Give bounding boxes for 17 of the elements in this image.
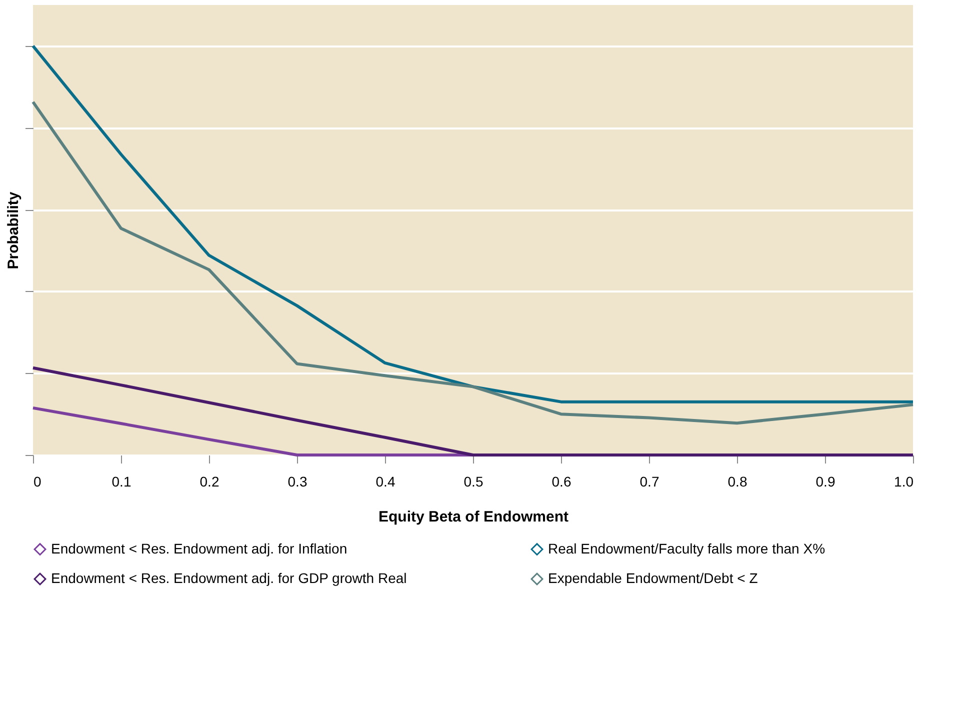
x-tick-label: 0.1	[112, 474, 132, 490]
x-tick-label: 0.3	[288, 474, 308, 490]
x-tick-label: 0.8	[728, 474, 748, 490]
x-axis-title: Equity Beta of Endowment	[378, 508, 569, 526]
y-axis-title: Probability	[5, 191, 22, 270]
x-tick-label: 0.2	[200, 474, 220, 490]
legend-label: Expendable Endowment/Debt < Z	[548, 570, 758, 586]
x-tick-label: 0.6	[552, 474, 572, 490]
legend-label: Endowment < Res. Endowment adj. for Inflation	[51, 540, 348, 556]
x-tick-label: 0.5	[464, 474, 484, 490]
x-tick-label: 0	[34, 474, 42, 490]
x-tick-label: 0.4	[376, 474, 396, 490]
legend-label: Real Endowment/Faculty falls more than X%	[548, 540, 826, 556]
x-tick-label: 0.9	[816, 474, 836, 490]
legend-label: Endowment < Res. Endowment adj. for GDP growth Real	[51, 570, 407, 586]
x-tick-label: 0.7	[640, 474, 660, 490]
x-tick-label: 1.0	[894, 474, 914, 490]
